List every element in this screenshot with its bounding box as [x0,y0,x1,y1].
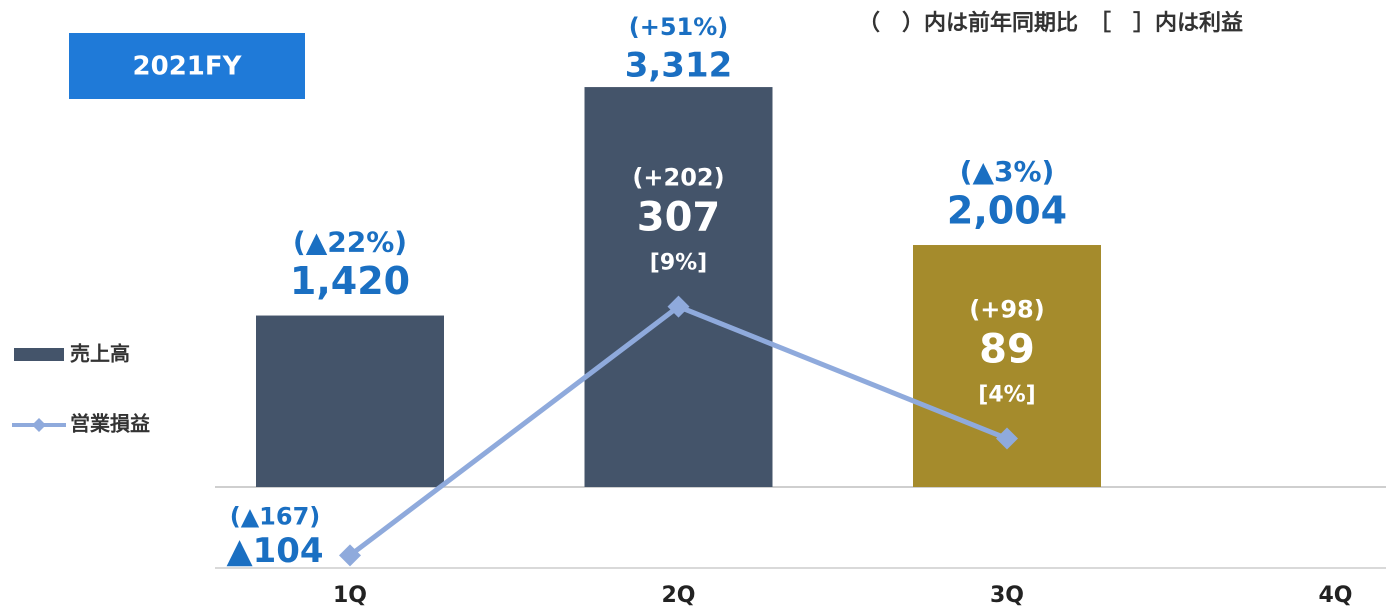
bar-change-label: (+51%) [629,13,729,41]
line-change-label: (+98) [969,296,1044,324]
line-value-label: 89 [979,327,1035,373]
line-value-label: 307 [637,195,721,241]
bar [584,87,773,488]
badge-box [69,33,305,99]
line-change-label: (+202) [632,164,724,192]
badge: 2021FY [133,52,243,82]
x-tick-label: 2Q [661,583,695,608]
x-tick-label: 1Q [333,583,367,608]
line-marker [667,295,690,318]
bar [256,315,444,487]
bar-value-label: 2,004 [947,189,1067,233]
x-tick-label: 3Q [990,583,1024,608]
legend-label: 営業損益 [70,412,150,436]
legend-label: 売上高 [70,342,130,366]
x-tick-label: 4Q [1318,583,1352,608]
line-value-label: ▲104 [226,531,323,571]
line-margin-label: [4%] [978,383,1035,408]
line-marker [339,544,361,567]
line-change-label: (▲167) [230,502,321,530]
note: （ ）内は前年同期比 ［ ］内は利益 [858,10,1243,36]
bar-value-label: 1,420 [290,259,410,303]
bar-change-label: (▲3%) [960,155,1055,188]
legend-marker [32,418,46,432]
line-margin-label: [9%] [650,251,707,276]
bar-value-label: 3,312 [625,46,733,86]
legend-swatch-bar [14,348,64,361]
bar-change-label: (▲22%) [293,226,407,259]
line-marker [996,427,1018,450]
